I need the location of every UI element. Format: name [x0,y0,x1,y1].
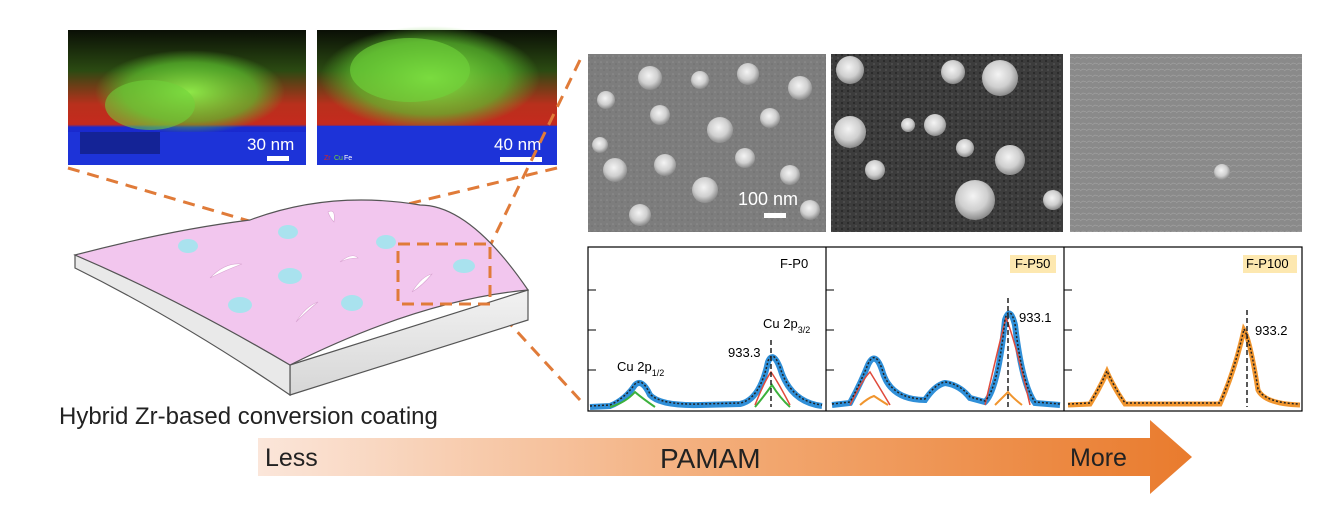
tem-legend-cu: Cu [334,155,343,162]
coating-caption: Hybrid Zr-based conversion coating [59,403,438,430]
xps-tag-bg-fp100 [1243,255,1297,273]
sem-scalebar [764,213,786,218]
xps-panel-fp100: F-P100 933.2 [1067,255,1301,408]
xps-ticks [588,289,1072,371]
tem-left-scalebar [267,156,289,161]
tem-right-scalebar [500,157,542,162]
arrow-label-pamam: PAMAM [660,443,761,474]
sem-scalebar-label: 100 nm [738,189,798,209]
tem-image-right: Zr Cu Fe 40 nm [317,26,557,165]
pamam-arrow-shape [258,420,1192,494]
xps-label-cu2p32: Cu 2p3/2 [763,316,810,335]
xps-tag-fp50: F-P50 [1015,256,1050,271]
pamam-arrow: Less PAMAM More [258,420,1192,494]
tem-legend-zr: Zr [324,155,331,162]
sem-image-fp100 [1070,54,1302,232]
coating-particles [178,225,475,313]
xps-peak-fp100: 933.2 [1255,323,1288,338]
xps-fp50-envelope [831,310,1061,408]
xps-frame [587,246,1303,412]
sem-image-fp50 [831,54,1063,232]
xps-tag-fp100: F-P100 [1246,256,1289,271]
xps-label-cu2p12: Cu 2p1/2 [617,359,664,378]
tem-left-scalebar-label: 30 nm [247,135,294,154]
coating-flakes [209,210,433,323]
tem-legend-fe: Fe [344,155,352,162]
zoom-region-box [396,242,492,306]
xps-tag-bg-fp50 [1010,255,1056,273]
tem-image-left: 30 nm [68,30,306,165]
xps-peak-fp0: 933.3 [728,345,761,360]
tem-right-scalebar-label: 40 nm [494,135,541,154]
arrow-label-more: More [1070,444,1127,472]
coating-schematic [73,199,530,397]
xps-panel-fp0: F-P0 Cu 2p1/2 Cu 2p3/2 933.3 [589,256,823,410]
xps-panel-fp50: F-P50 933.1 [831,255,1061,408]
xps-peak-fp50: 933.1 [1019,310,1052,325]
sem-image-fp0: 100 nm [588,54,826,232]
xps-tag-fp0: F-P0 [780,256,808,271]
arrow-label-less: Less [265,444,318,472]
xps-chart: F-P0 Cu 2p1/2 Cu 2p3/2 933.3 F-P50 933.1 [587,246,1303,412]
